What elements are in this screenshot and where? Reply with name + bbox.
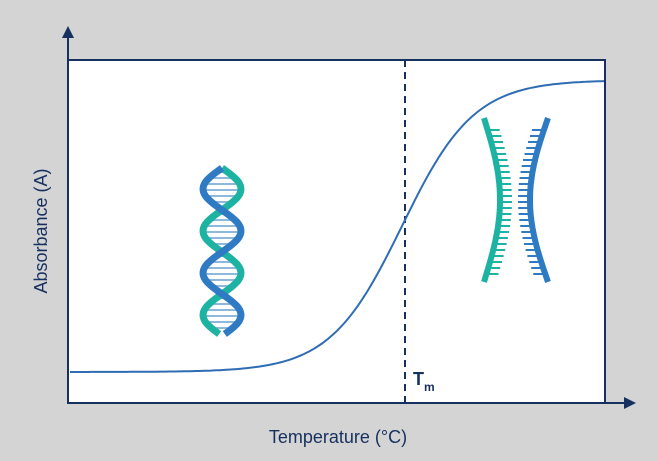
y-axis-label: Absorbance (A): [31, 168, 51, 293]
diagram: Absorbance (A) Temperature (°C) Tm: [0, 0, 657, 461]
page: Absorbance (A) Temperature (°C) Tm (() =…: [0, 0, 657, 461]
x-axis-label: Temperature (°C): [269, 427, 407, 447]
tm-subscript: m: [424, 380, 435, 394]
tm-symbol: T: [413, 369, 424, 389]
